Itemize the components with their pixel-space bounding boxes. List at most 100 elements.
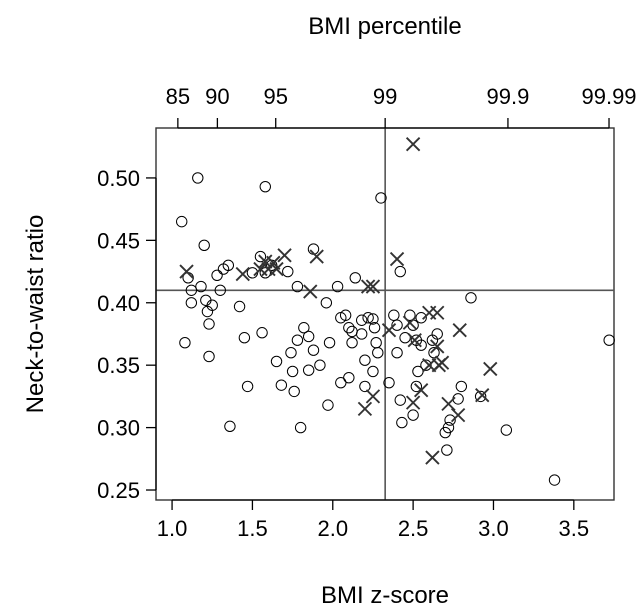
y-tick-label-1: 0.30 — [97, 416, 140, 441]
x-stroke-b — [402, 315, 418, 330]
circle-point-84 — [428, 346, 440, 359]
circle-point-27 — [224, 420, 236, 433]
x-point-15 — [402, 315, 418, 330]
circle-point-28 — [241, 380, 254, 393]
x-stroke-b — [269, 261, 284, 277]
top-tick-label-0: 85 — [166, 84, 190, 109]
x-point-28 — [475, 387, 490, 403]
circle-point-4 — [198, 239, 210, 252]
circle-point-53 — [335, 376, 347, 389]
circle-point-36 — [291, 334, 304, 346]
x-stroke-b — [258, 254, 273, 269]
circle-point-54 — [349, 272, 361, 284]
circle-point-56 — [355, 328, 368, 340]
x-tick-label-4: 3.0 — [478, 516, 509, 541]
x-stroke-b — [389, 251, 405, 267]
x-stroke-b — [430, 339, 445, 354]
circle-point-32 — [275, 379, 288, 391]
reference-lines — [156, 128, 614, 500]
x-stroke-b — [483, 361, 498, 377]
circle-point-83 — [431, 328, 443, 340]
circle-point-77 — [415, 339, 427, 351]
circle-point-48 — [339, 309, 352, 321]
circle-point-79 — [420, 359, 432, 371]
x-stroke-b — [431, 358, 447, 373]
top-tick-label-1: 90 — [205, 84, 229, 109]
x-point-13 — [389, 251, 405, 267]
x-point-7 — [269, 261, 284, 277]
bottom-axis: 1.0 1.5 2.0 2.5 3.0 3.5 — [157, 499, 590, 541]
x-point-14 — [381, 323, 397, 338]
top-axis: 85 90 95 99 99.9 99.99 — [166, 84, 637, 129]
circle-point-42 — [314, 359, 326, 371]
circle-point-46 — [331, 280, 344, 293]
circle-point-14 — [211, 269, 223, 282]
x-stroke-b — [365, 279, 381, 294]
circle-point-55 — [355, 314, 368, 326]
circle-point-93 — [500, 424, 513, 436]
circle-point-90 — [455, 380, 468, 393]
top-tick-label-4: 99.9 — [487, 84, 530, 109]
y-axis-title: Neck-to-waist ratio — [22, 215, 49, 414]
x-tick-label-2: 2.0 — [317, 516, 348, 541]
circle-point-51 — [346, 337, 358, 349]
circle-point-68 — [394, 265, 406, 278]
x-tick-label-0: 1.0 — [157, 516, 188, 541]
x-point-1 — [179, 264, 194, 279]
circle-point-26 — [203, 350, 215, 363]
x-point-23 — [431, 358, 447, 373]
left-axis: 0.25 0.30 0.35 0.40 0.45 0.50 — [97, 166, 157, 503]
x-point-25 — [413, 382, 429, 398]
x-stroke-b — [405, 395, 421, 410]
circle-point-10 — [200, 294, 212, 306]
x-stroke-b — [365, 389, 381, 404]
x-point-2 — [235, 266, 250, 282]
y-tick-label-4: 0.45 — [97, 228, 140, 253]
circle-point-95 — [603, 334, 615, 346]
circle-point-20 — [254, 250, 267, 263]
x-stroke-b — [235, 266, 250, 282]
circle-point-24 — [291, 280, 304, 293]
x-point-12 — [365, 279, 381, 294]
x-stroke-b — [450, 407, 466, 423]
circle-point-2 — [259, 180, 271, 193]
x-stroke-b — [309, 249, 324, 264]
circle-point-38 — [298, 322, 310, 334]
circle-point-62 — [372, 346, 384, 359]
x-stroke-b — [357, 401, 373, 417]
circle-point-17 — [214, 284, 226, 296]
circle-point-44 — [322, 399, 334, 411]
circle-point-72 — [399, 332, 411, 344]
circle-point-18 — [233, 300, 246, 313]
x-stroke-b — [425, 450, 440, 465]
x-stroke-b — [407, 333, 422, 348]
y-tick-label-3: 0.40 — [97, 291, 140, 316]
circle-point-23 — [282, 265, 294, 278]
x-point-30 — [425, 450, 440, 465]
circle-point-86 — [442, 421, 455, 434]
top-axis-title: BMI percentile — [308, 13, 461, 40]
x-axis-title: BMI z-score — [321, 582, 449, 609]
x-point-29 — [483, 361, 498, 377]
circle-point-43 — [323, 337, 336, 349]
circle-point-25 — [179, 337, 191, 349]
circle-point-91 — [465, 292, 477, 304]
circle-point-59 — [362, 312, 374, 324]
circle-point-30 — [256, 327, 268, 339]
x-point-32 — [365, 389, 381, 404]
top-tick-label-3: 99 — [373, 84, 397, 109]
circle-point-73 — [404, 309, 416, 321]
x-stroke-b — [303, 284, 318, 299]
x-stroke-b — [381, 323, 397, 338]
x-point-24 — [405, 395, 421, 410]
circle-point-7 — [185, 284, 198, 296]
x-stroke-b — [179, 264, 194, 279]
y-tick-label-5: 0.50 — [97, 166, 140, 191]
circle-point-61 — [370, 337, 382, 349]
x-tick-label-5: 3.5 — [559, 516, 590, 541]
x-stroke-b — [475, 387, 490, 403]
circle-point-0 — [176, 215, 188, 228]
x-stroke-b — [430, 305, 445, 320]
circle-point-37 — [294, 421, 307, 434]
